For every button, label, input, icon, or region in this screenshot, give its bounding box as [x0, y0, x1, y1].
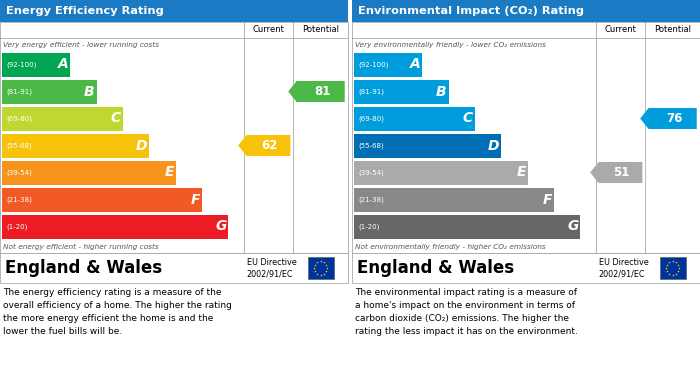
Text: (92-100): (92-100)	[6, 61, 36, 68]
Text: Potential: Potential	[654, 25, 691, 34]
Bar	[2, 160, 176, 185]
Text: (21-38): (21-38)	[6, 196, 32, 203]
Polygon shape	[288, 81, 344, 102]
Polygon shape	[640, 108, 696, 129]
Bar	[0, 22, 348, 253]
Text: D: D	[488, 138, 499, 152]
Bar	[352, 22, 700, 253]
Bar	[354, 106, 475, 131]
Text: (55-68): (55-68)	[6, 142, 32, 149]
Text: D: D	[136, 138, 148, 152]
Bar	[352, 253, 700, 283]
Text: (1-20): (1-20)	[358, 223, 379, 230]
Text: 62: 62	[262, 139, 278, 152]
Text: Environmental Impact (CO₂) Rating: Environmental Impact (CO₂) Rating	[358, 6, 584, 16]
Bar	[2, 215, 228, 239]
Text: Current: Current	[253, 25, 284, 34]
Bar	[308, 257, 334, 279]
Text: (81-91): (81-91)	[6, 88, 32, 95]
Text: (69-80): (69-80)	[6, 115, 32, 122]
Bar	[354, 133, 501, 158]
Bar	[354, 52, 422, 77]
Bar	[0, 0, 348, 22]
Text: E: E	[164, 165, 174, 179]
Text: 81: 81	[314, 85, 330, 98]
Text: C: C	[463, 111, 473, 126]
Text: G: G	[215, 219, 226, 233]
Text: (81-91): (81-91)	[358, 88, 384, 95]
Bar	[2, 106, 123, 131]
Bar	[354, 215, 580, 239]
Bar	[354, 188, 554, 212]
Text: A: A	[57, 57, 69, 72]
Bar	[2, 52, 70, 77]
Text: B: B	[436, 84, 447, 99]
Bar	[659, 257, 686, 279]
Text: Very energy efficient - lower running costs: Very energy efficient - lower running co…	[3, 41, 159, 48]
Text: Energy Efficiency Rating: Energy Efficiency Rating	[6, 6, 164, 16]
Text: (55-68): (55-68)	[358, 142, 384, 149]
Text: England & Wales: England & Wales	[5, 259, 162, 277]
Text: England & Wales: England & Wales	[357, 259, 514, 277]
Bar	[2, 133, 149, 158]
Text: (39-54): (39-54)	[358, 169, 384, 176]
Bar	[2, 188, 202, 212]
Text: EU Directive
2002/91/EC: EU Directive 2002/91/EC	[246, 258, 296, 278]
Polygon shape	[590, 162, 643, 183]
Bar	[0, 253, 348, 283]
Text: (69-80): (69-80)	[358, 115, 384, 122]
Bar	[354, 79, 449, 104]
Bar	[2, 79, 97, 104]
Text: 76: 76	[666, 112, 682, 125]
Text: G: G	[567, 219, 578, 233]
Text: E: E	[516, 165, 526, 179]
Text: (1-20): (1-20)	[6, 223, 27, 230]
Text: (21-38): (21-38)	[358, 196, 384, 203]
Text: A: A	[410, 57, 420, 72]
Text: (39-54): (39-54)	[6, 169, 32, 176]
Text: B: B	[84, 84, 95, 99]
Polygon shape	[238, 135, 290, 156]
Text: Current: Current	[605, 25, 636, 34]
Text: Not environmentally friendly - higher CO₂ emissions: Not environmentally friendly - higher CO…	[355, 244, 546, 249]
Text: 51: 51	[614, 166, 630, 179]
Text: Not energy efficient - higher running costs: Not energy efficient - higher running co…	[3, 244, 159, 249]
Text: F: F	[542, 192, 552, 206]
Text: EU Directive
2002/91/EC: EU Directive 2002/91/EC	[598, 258, 648, 278]
Bar	[352, 0, 700, 22]
Text: The environmental impact rating is a measure of
a home's impact on the environme: The environmental impact rating is a mea…	[355, 288, 578, 335]
Text: C: C	[111, 111, 121, 126]
Text: (92-100): (92-100)	[358, 61, 388, 68]
Bar	[354, 160, 528, 185]
Text: The energy efficiency rating is a measure of the
overall efficiency of a home. T: The energy efficiency rating is a measur…	[3, 288, 232, 335]
Text: Very environmentally friendly - lower CO₂ emissions: Very environmentally friendly - lower CO…	[355, 41, 546, 48]
Text: Potential: Potential	[302, 25, 340, 34]
Text: F: F	[190, 192, 200, 206]
